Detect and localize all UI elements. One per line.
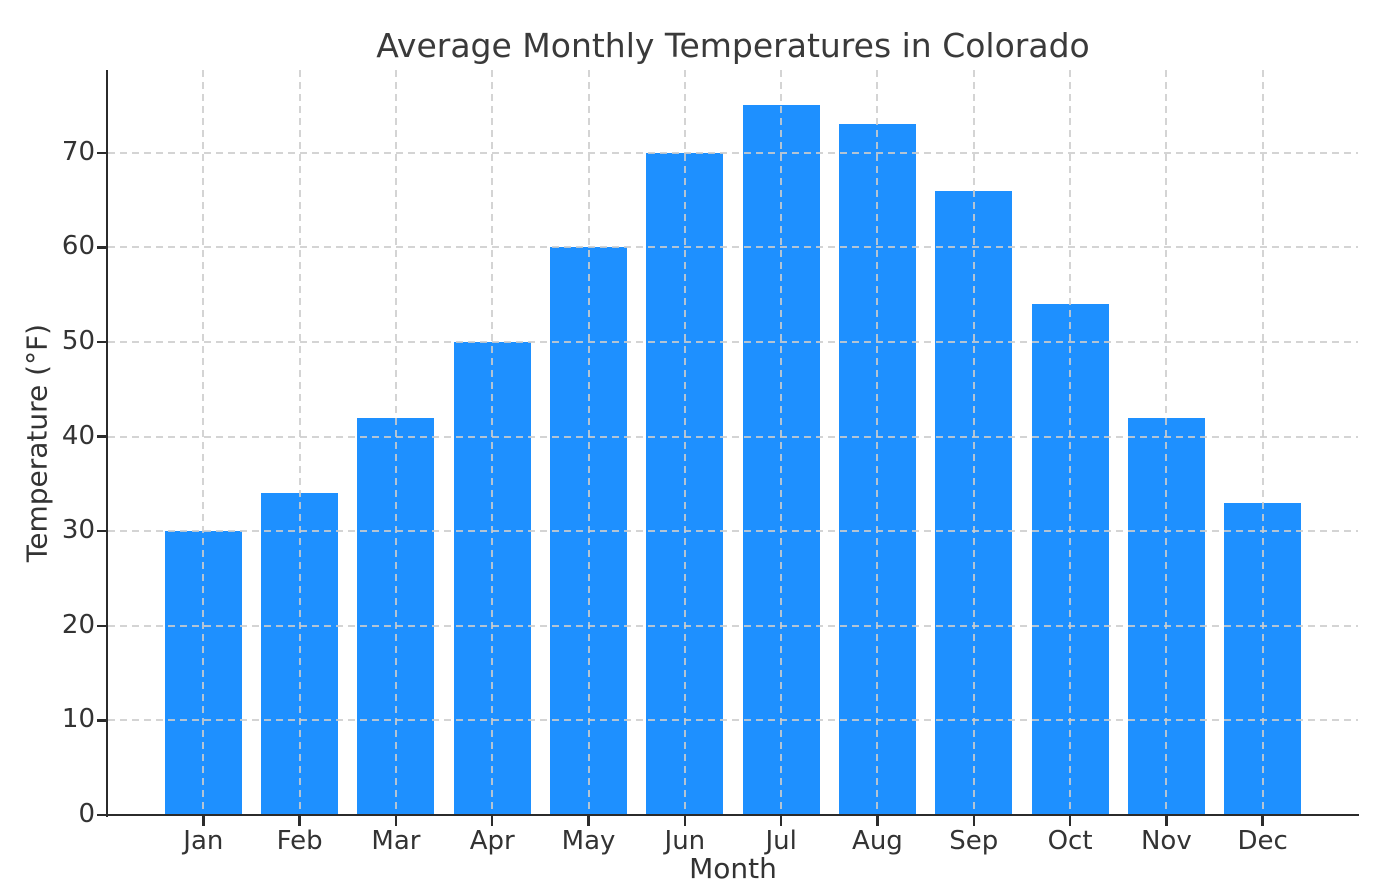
y-gridline-50 [108, 340, 1358, 343]
y-tick-label-20: 20 [61, 609, 95, 640]
x-axis-label: Month [689, 852, 777, 885]
x-tick-mark-sep [972, 815, 975, 826]
chart-title: Average Monthly Temperatures in Colorado [376, 26, 1090, 65]
x-tick-label-aug: Aug [852, 826, 903, 856]
x-tick-label-feb: Feb [276, 826, 323, 856]
x-tick-label-dec: Dec [1237, 826, 1288, 856]
x-tick-label-may: May [561, 826, 616, 856]
plot-area [108, 70, 1358, 815]
y-tick-mark-10 [97, 719, 108, 722]
x-gridline-oct [1069, 70, 1072, 815]
y-tick-mark-0 [97, 813, 108, 817]
y-tick-label-60: 60 [61, 231, 95, 262]
x-axis-line [105, 813, 1359, 816]
y-tick-mark-70 [97, 151, 108, 155]
x-tick-mark-dec [1261, 815, 1264, 826]
y-gridline-10 [108, 719, 1358, 722]
y-tick-mark-30 [97, 529, 108, 533]
x-tick-mark-mar [394, 815, 398, 826]
x-gridline-nov [1165, 70, 1168, 815]
x-tick-label-jun: Jun [664, 826, 706, 856]
x-tick-mark-feb [298, 815, 301, 826]
x-gridline-sep [972, 70, 975, 815]
y-tick-label-30: 30 [61, 515, 95, 546]
y-tick-label-0: 0 [78, 799, 95, 829]
y-gridline-70 [108, 151, 1358, 154]
y-tick-label-40: 40 [61, 420, 95, 451]
x-gridline-may [587, 70, 590, 815]
x-gridline-jun [683, 70, 686, 815]
y-gridline-60 [108, 246, 1358, 249]
x-tick-mark-oct [1068, 815, 1072, 826]
y-gridline-40 [108, 435, 1358, 438]
x-tick-mark-jan [202, 815, 205, 826]
x-tick-mark-aug [876, 815, 879, 826]
x-tick-label-oct: Oct [1047, 826, 1093, 856]
x-gridline-feb [298, 70, 301, 815]
x-tick-label-jan: Jan [183, 826, 224, 856]
x-tick-mark-jul [779, 815, 783, 826]
y-gridline-30 [108, 530, 1358, 533]
y-tick-mark-20 [97, 624, 108, 628]
y-tick-label-70: 70 [61, 136, 95, 167]
grid-layer [108, 70, 1358, 815]
y-tick-mark-40 [97, 435, 108, 438]
y-tick-mark-50 [97, 340, 108, 344]
x-gridline-dec [1261, 70, 1264, 815]
x-gridline-apr [491, 70, 494, 815]
y-tick-mark-60 [97, 246, 108, 249]
x-gridline-aug [876, 70, 879, 815]
y-axis-line [105, 70, 108, 817]
x-tick-label-jul: Jul [765, 826, 797, 856]
x-tick-label-nov: Nov [1140, 826, 1192, 856]
x-gridline-mar [394, 70, 397, 815]
x-tick-label-mar: Mar [371, 826, 421, 856]
x-tick-mark-nov [1165, 815, 1168, 826]
x-gridline-jul [780, 70, 783, 815]
x-gridline-jan [202, 70, 205, 815]
x-tick-mark-jun [683, 815, 687, 826]
y-tick-label-10: 10 [61, 704, 95, 735]
x-tick-label-sep: Sep [949, 826, 999, 856]
x-tick-label-apr: Apr [469, 826, 515, 856]
y-tick-label-50: 50 [61, 325, 95, 356]
x-tick-mark-may [587, 815, 590, 826]
y-gridline-20 [108, 624, 1358, 627]
x-tick-mark-apr [490, 815, 494, 826]
